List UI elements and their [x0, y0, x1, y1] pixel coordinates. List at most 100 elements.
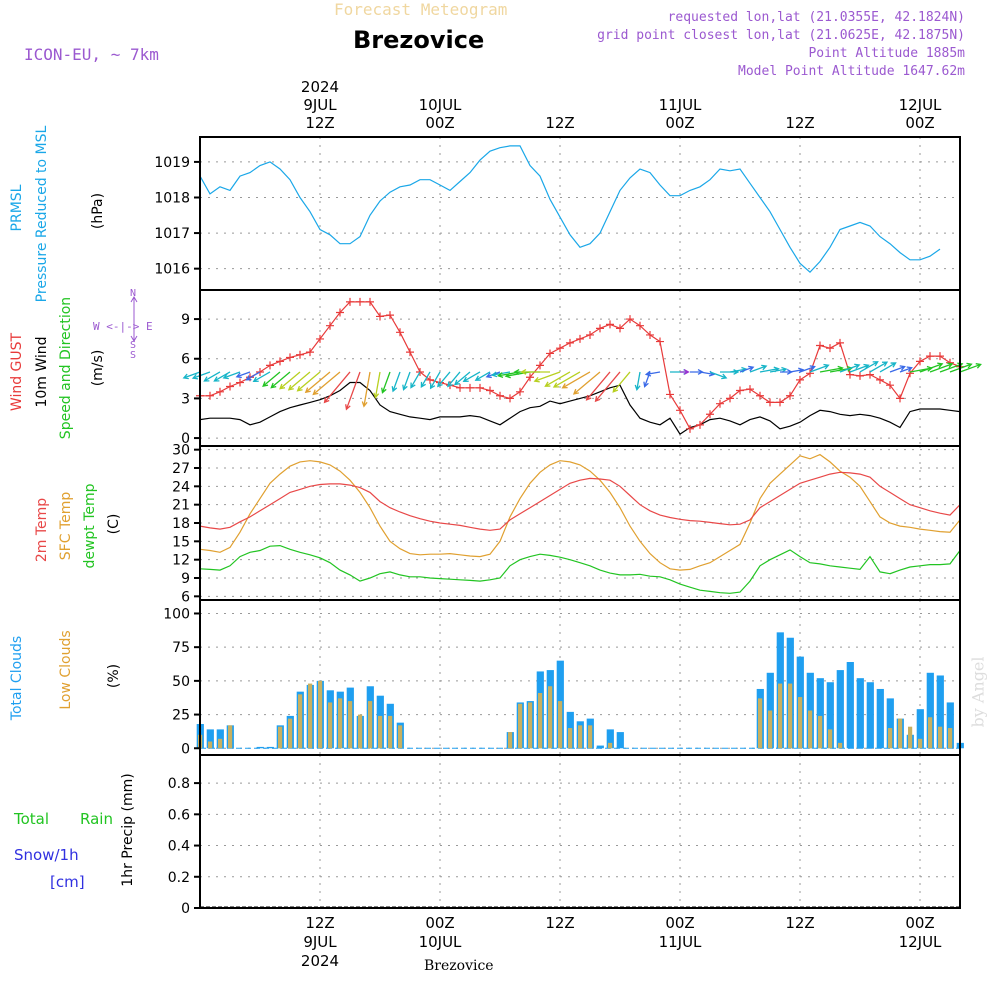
top-date-label: 9JUL [303, 96, 337, 114]
y-tick-label: 15 [172, 534, 190, 550]
gust-marker [636, 321, 644, 330]
low-cloud-bar [328, 702, 333, 749]
model-label: ICON-EU, ~ 7km [24, 45, 159, 64]
gust-marker [836, 338, 844, 347]
wind-direction-arrow [585, 371, 611, 401]
location-title: Brezovice [353, 26, 485, 54]
wind-direction-arrow [222, 371, 241, 380]
gust-marker [476, 383, 484, 392]
wind-direction-arrow [391, 371, 401, 393]
pressure-line [199, 145, 941, 274]
gust-marker [466, 383, 474, 392]
low-cloud-bar [568, 728, 573, 749]
gust-marker [326, 321, 334, 330]
y-tick-label: 0.4 [168, 839, 190, 855]
snow-label: Snow/1h [14, 846, 79, 864]
y-tick-label: 1016 [154, 262, 190, 278]
low-cloud-bar [808, 710, 813, 749]
wind-direction-arrow [402, 371, 411, 391]
gust-marker [416, 367, 424, 376]
wind-direction-arrow [474, 371, 491, 381]
gust-marker [766, 398, 774, 407]
low-cloud-bar [298, 694, 303, 749]
grid-point-coords: grid point closest lon,lat (21.0625E, 42… [597, 28, 965, 43]
low-cloud-bar [358, 714, 363, 749]
wind-direction-arrow [552, 371, 581, 388]
top-hour-label: 00Z [665, 114, 694, 132]
wind-direction-arrow [245, 371, 261, 381]
gust-marker [256, 367, 264, 376]
wind-direction-arrow [929, 362, 954, 373]
bottom-hour-label: 12Z [305, 914, 334, 932]
total-cloud-bar [946, 702, 954, 749]
total-cloud-bar [936, 675, 944, 749]
low-cloud-bar [508, 732, 513, 749]
gust-marker [786, 391, 794, 400]
wind-direction-arrow [312, 371, 341, 396]
gust-marker [676, 406, 684, 415]
y-tick-label: 9 [181, 571, 190, 587]
low-cloud-bar [898, 718, 903, 749]
compass-icon [130, 296, 138, 342]
low-cloud-bar [818, 715, 823, 749]
wind-direction-arrow [304, 371, 331, 394]
gust-marker [756, 391, 764, 400]
wind-direction-arrow [420, 371, 431, 389]
wind-direction-arrow [252, 371, 271, 383]
y-tick-label: 6 [181, 352, 190, 368]
wind-direction-arrow [323, 371, 351, 404]
y-tick-label: 75 [172, 640, 190, 656]
top-hour-label: 12Z [545, 114, 574, 132]
bottom-date-label: 12JUL [899, 933, 942, 951]
low-cloud-bar [338, 698, 343, 749]
wind-direction-arrow [709, 371, 728, 380]
gust-marker [596, 324, 604, 333]
top-date-label: 12JUL [899, 96, 942, 114]
y-tick-label: 0.2 [168, 870, 190, 886]
gust-marker [796, 375, 804, 384]
bottom-hour-label: 00Z [425, 914, 454, 932]
gust-marker [346, 297, 354, 306]
gust-marker [296, 350, 304, 359]
wind-direction-arrow [410, 371, 421, 389]
y-tick-label: 18 [172, 516, 190, 532]
low-cloud-bar [768, 710, 773, 749]
panel-frame [199, 289, 961, 447]
y-tick-label: 6 [181, 589, 190, 605]
point-altitude: Point Altitude 1885m [808, 46, 965, 61]
gust-marker [926, 352, 934, 361]
low-cloud-bar [948, 728, 953, 749]
wind-direction-arrow [919, 362, 944, 373]
wind-direction-arrow [533, 371, 561, 383]
low-cloud-bar [788, 683, 793, 749]
total-cloud-bar [816, 678, 824, 749]
gust-marker [646, 330, 654, 339]
total-cloud-bar [926, 672, 934, 749]
gust-marker [826, 344, 834, 353]
total-cloud-bar [216, 729, 224, 749]
bottom-hour-label: 00Z [665, 914, 694, 932]
gust-marker [376, 312, 384, 321]
bottom-hour-label: 00Z [905, 914, 934, 932]
low-cloud-bar [548, 686, 553, 749]
low-cloud-bar [228, 725, 233, 749]
top-year-label: 2024 [301, 78, 339, 96]
gust-marker [716, 399, 724, 408]
gust-marker [356, 297, 364, 306]
gust-marker [686, 424, 694, 433]
wind-direction-arrow [899, 366, 913, 373]
gust-marker [886, 381, 894, 390]
low-cloud-bar [528, 702, 533, 749]
gust-marker [526, 373, 534, 382]
y-tick-label: 9 [181, 312, 190, 328]
gust-marker [496, 391, 504, 400]
wind-direction-arrow [809, 363, 830, 373]
y-tick-label: 0 [181, 741, 190, 757]
wind-direction-arrow [279, 371, 301, 390]
low-cloud-bar [828, 729, 833, 749]
gust-marker [896, 394, 904, 403]
wind-direction-arrow [203, 371, 221, 382]
y-tick-label: 24 [172, 479, 190, 495]
low-cloud-bar [758, 698, 763, 749]
gust-marker [516, 387, 524, 396]
